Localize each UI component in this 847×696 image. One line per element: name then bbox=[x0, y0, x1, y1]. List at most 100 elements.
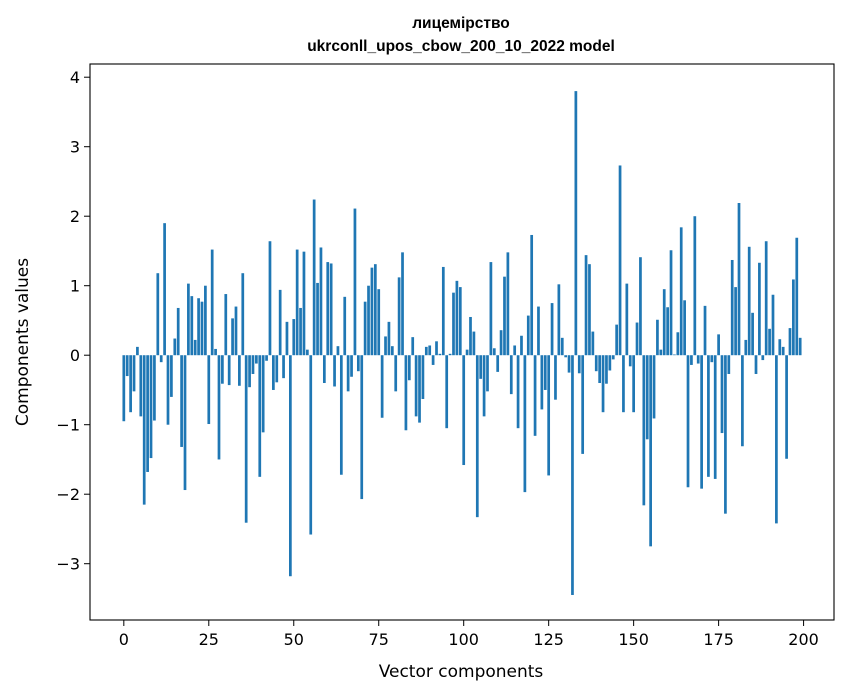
bar-40 bbox=[258, 355, 262, 477]
bar-110 bbox=[496, 355, 500, 372]
bar-191 bbox=[771, 294, 775, 356]
bar-49 bbox=[289, 355, 292, 577]
bar-50 bbox=[292, 319, 296, 356]
bar-163 bbox=[676, 332, 680, 356]
bar-129 bbox=[560, 337, 564, 356]
bar-188 bbox=[761, 355, 765, 361]
bar-93 bbox=[438, 353, 442, 356]
bar-137 bbox=[588, 264, 591, 356]
bar-96 bbox=[448, 353, 452, 356]
bar-140 bbox=[598, 355, 602, 384]
bar-141 bbox=[601, 355, 605, 413]
bar-109 bbox=[492, 348, 496, 356]
y-tick-label: −2 bbox=[56, 485, 80, 504]
bar-65 bbox=[343, 296, 347, 356]
bars-group bbox=[122, 91, 802, 595]
x-tick-label: 200 bbox=[788, 630, 819, 649]
bar-153 bbox=[642, 355, 646, 506]
bar-1 bbox=[125, 355, 129, 377]
bar-176 bbox=[720, 355, 724, 434]
bar-53 bbox=[302, 251, 306, 356]
bar-78 bbox=[387, 321, 391, 356]
bar-20 bbox=[190, 296, 194, 356]
bar-139 bbox=[594, 355, 598, 372]
bar-135 bbox=[581, 355, 585, 454]
bar-120 bbox=[530, 234, 534, 356]
bar-197 bbox=[792, 279, 795, 356]
bar-5 bbox=[139, 355, 143, 417]
bar-46 bbox=[278, 289, 282, 356]
bar-100 bbox=[462, 355, 466, 466]
bar-192 bbox=[775, 355, 778, 524]
bar-119 bbox=[526, 315, 530, 356]
bar-92 bbox=[435, 341, 438, 356]
bar-59 bbox=[322, 355, 326, 384]
x-tick-label: 150 bbox=[618, 630, 649, 649]
bar-81 bbox=[397, 277, 401, 356]
bar-150 bbox=[632, 355, 635, 413]
bar-116 bbox=[516, 355, 520, 429]
bar-12 bbox=[163, 223, 166, 356]
x-tick-label: 0 bbox=[119, 630, 129, 649]
bar-170 bbox=[700, 355, 703, 489]
bar-36 bbox=[244, 355, 248, 523]
bar-99 bbox=[458, 287, 462, 356]
bar-11 bbox=[159, 355, 163, 363]
bar-90 bbox=[428, 345, 432, 356]
bar-9 bbox=[153, 355, 156, 421]
bar-183 bbox=[744, 339, 748, 356]
bar-73 bbox=[370, 267, 374, 356]
bar-158 bbox=[659, 349, 663, 356]
bar-16 bbox=[176, 307, 180, 356]
bar-162 bbox=[673, 354, 676, 356]
bar-79 bbox=[390, 346, 394, 356]
bar-48 bbox=[285, 321, 289, 356]
bar-87 bbox=[418, 355, 421, 423]
bar-134 bbox=[577, 355, 581, 374]
bar-111 bbox=[499, 330, 503, 356]
bar-2 bbox=[129, 355, 132, 413]
bar-193 bbox=[778, 339, 782, 356]
bar-118 bbox=[523, 355, 527, 493]
bar-154 bbox=[645, 355, 649, 440]
bar-68 bbox=[353, 208, 357, 356]
bar-26 bbox=[210, 249, 214, 356]
bar-88 bbox=[421, 355, 425, 399]
bar-45 bbox=[275, 355, 279, 383]
bar-34 bbox=[238, 355, 241, 386]
chart-subtitle: ukrconll_upos_cbow_200_10_2022 model bbox=[307, 38, 615, 55]
bar-169 bbox=[696, 355, 700, 364]
bar-47 bbox=[282, 355, 285, 379]
bar-126 bbox=[550, 303, 554, 356]
bar-37 bbox=[248, 355, 251, 388]
bar-57 bbox=[316, 282, 319, 356]
bar-41 bbox=[261, 355, 265, 433]
y-tick-label: 2 bbox=[70, 207, 80, 226]
bar-146 bbox=[618, 165, 622, 356]
bar-172 bbox=[707, 355, 710, 477]
bar-29 bbox=[221, 355, 224, 384]
bar-112 bbox=[503, 276, 506, 356]
bar-114 bbox=[509, 355, 513, 395]
bar-115 bbox=[513, 345, 517, 356]
bar-3 bbox=[132, 355, 136, 392]
bar-195 bbox=[785, 355, 788, 459]
bar-143 bbox=[608, 355, 612, 371]
bar-159 bbox=[662, 289, 666, 356]
bar-123 bbox=[540, 355, 544, 410]
bar-127 bbox=[554, 355, 557, 400]
bar-105 bbox=[479, 355, 483, 379]
bar-95 bbox=[445, 355, 449, 429]
bar-138 bbox=[591, 331, 595, 356]
bar-4 bbox=[136, 346, 139, 356]
bar-80 bbox=[394, 355, 398, 392]
bar-160 bbox=[666, 307, 669, 356]
y-tick-label: −1 bbox=[56, 416, 80, 435]
bar-55 bbox=[309, 355, 313, 535]
x-tick-label: 175 bbox=[703, 630, 734, 649]
y-tick-label: 4 bbox=[70, 68, 80, 87]
bar-72 bbox=[367, 285, 370, 356]
bar-66 bbox=[346, 355, 350, 392]
y-tick-label: −3 bbox=[56, 555, 80, 574]
